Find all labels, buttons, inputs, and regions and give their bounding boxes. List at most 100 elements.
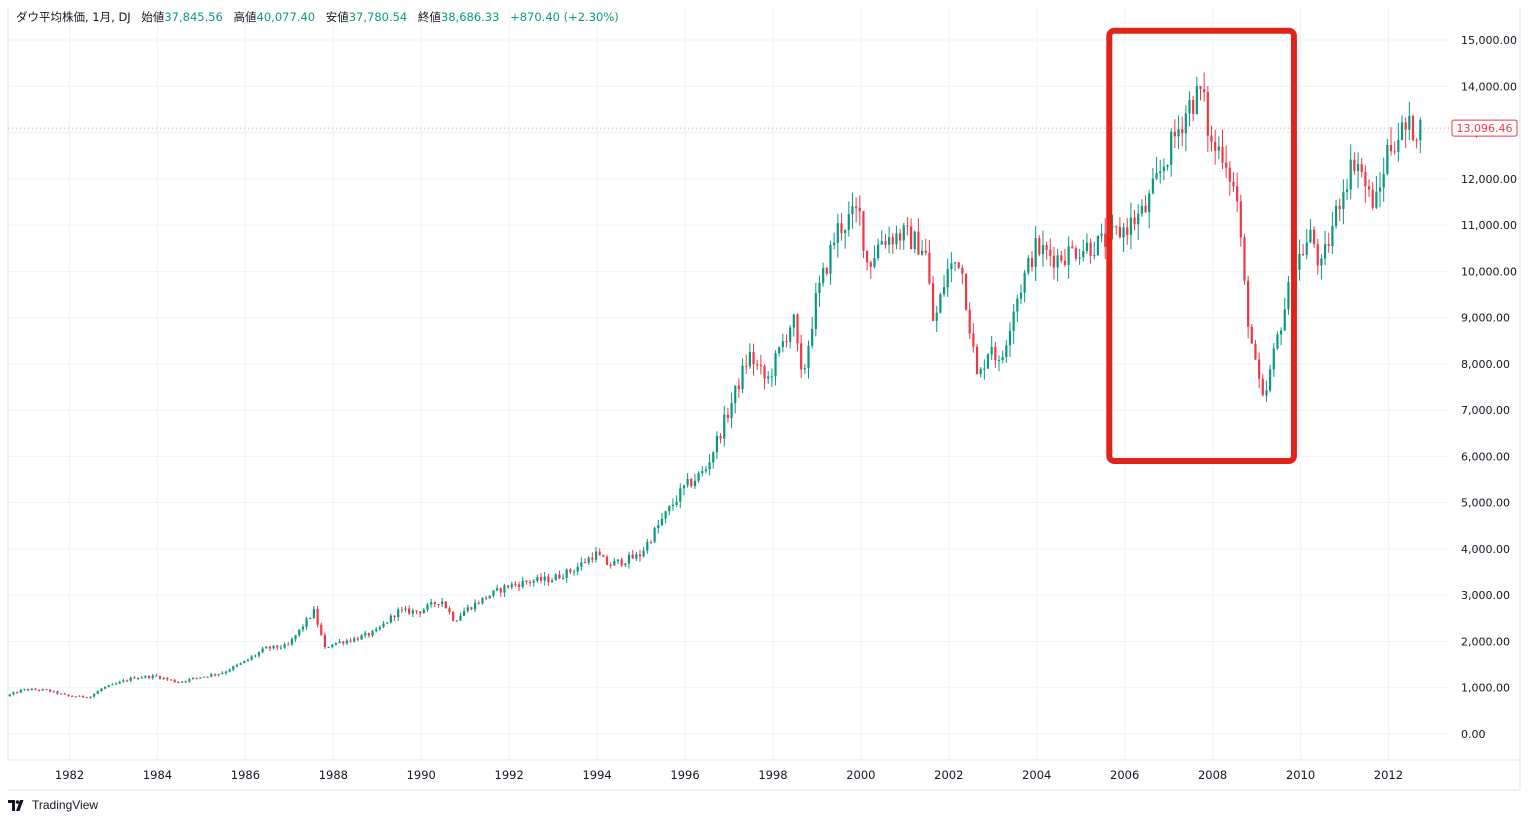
candle-body (1338, 205, 1341, 210)
candle-body (82, 695, 85, 698)
candle-body (378, 627, 381, 630)
candle-body (268, 646, 272, 649)
candle-body (1316, 244, 1319, 266)
candle (866, 250, 869, 271)
candle (133, 675, 136, 679)
candle-body (1232, 181, 1235, 187)
candle-body (975, 346, 979, 375)
candle (1181, 116, 1184, 147)
candle (279, 645, 283, 650)
candle (67, 694, 70, 697)
candle-body (1129, 217, 1132, 235)
candle-body (851, 206, 854, 215)
candle (140, 676, 143, 679)
candle (1089, 238, 1092, 264)
candle-body (364, 633, 367, 636)
candle-body (463, 611, 466, 616)
candle (800, 334, 803, 379)
candle-body (158, 676, 162, 679)
candle-body (437, 604, 440, 606)
candle-body (961, 267, 964, 274)
candle-body (1345, 189, 1349, 192)
candle-body (147, 675, 151, 678)
candle (961, 264, 964, 285)
candle-body (811, 328, 814, 346)
candle-body (408, 608, 411, 614)
highlight-box[interactable] (1106, 27, 1297, 465)
y-tick-label: 9,000.00 (1461, 312, 1510, 325)
candle-body (726, 414, 729, 418)
candle (968, 302, 971, 339)
candle (188, 678, 191, 683)
candle-body (1261, 378, 1264, 396)
candle-body (748, 351, 751, 367)
candle-body (847, 214, 850, 230)
candle (474, 599, 477, 613)
candle-body (30, 688, 33, 691)
y-tick-label: 12,000.00 (1461, 173, 1517, 186)
candle-body (957, 262, 960, 268)
candle-body (1258, 359, 1261, 379)
candle (964, 273, 968, 311)
candle (939, 292, 942, 314)
candle (34, 687, 37, 691)
candle (349, 638, 352, 643)
candle-body (1063, 260, 1067, 265)
candle (191, 677, 195, 680)
candle-body (34, 688, 37, 690)
candle (386, 622, 389, 625)
candle (71, 695, 74, 697)
candle (378, 625, 381, 631)
candle-body (1320, 258, 1323, 266)
candle-body (561, 577, 565, 579)
candle-body (1104, 233, 1107, 247)
candle-body (1323, 244, 1327, 259)
candle (371, 629, 374, 638)
candle-body (1356, 164, 1360, 171)
candle-body (224, 671, 228, 674)
candle (1250, 323, 1253, 344)
candle-body (1170, 131, 1173, 166)
candle (646, 538, 649, 554)
candlestick-series (8, 72, 1422, 699)
candle-body (862, 211, 865, 251)
candle-body (349, 640, 352, 642)
candle (477, 600, 480, 605)
candle (1283, 297, 1286, 331)
candle-body (902, 225, 905, 241)
candle-body (287, 644, 290, 646)
candle (697, 471, 700, 484)
candle-body (514, 583, 517, 585)
high-label: 高値 (233, 10, 257, 24)
highlight-annotations[interactable] (1106, 27, 1297, 465)
candle-body (536, 576, 539, 581)
candle-body (188, 678, 191, 682)
candle-body (704, 469, 708, 472)
candle-body (745, 365, 748, 367)
candle (510, 581, 513, 590)
candle-body (1155, 173, 1158, 179)
candle-body (756, 364, 759, 366)
candle (668, 505, 671, 516)
candle-body (63, 693, 66, 695)
candle (433, 601, 436, 608)
candle-body (12, 692, 15, 695)
candle-body (844, 229, 847, 234)
candle (1155, 156, 1158, 181)
candle (737, 378, 740, 398)
tradingview-logo[interactable]: TradingView (8, 798, 98, 812)
candle-body (935, 312, 938, 321)
candle (1397, 122, 1400, 162)
symbol-title[interactable]: ダウ平均株価, 1月, DJ (16, 10, 131, 24)
candle (1063, 248, 1067, 267)
candle-body (499, 588, 502, 593)
candle (1188, 91, 1191, 127)
candle-body (638, 554, 642, 557)
candle-body (972, 333, 975, 347)
candle-body (1140, 205, 1143, 214)
candle-body (122, 680, 125, 682)
candle (257, 651, 261, 658)
candle (60, 693, 63, 695)
candle-body (767, 376, 770, 379)
